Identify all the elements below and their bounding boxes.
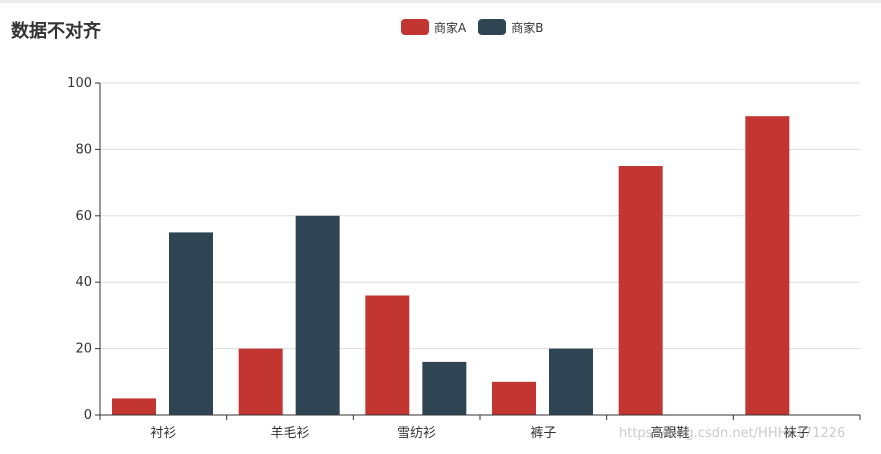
bar-series-b	[422, 361, 467, 415]
bar-series-a	[745, 116, 790, 415]
legend-swatch-series-a	[401, 19, 429, 35]
x-tick-label: 高跟鞋	[650, 425, 689, 441]
y-tick-label: 80	[75, 142, 92, 157]
x-tick-label: 羊毛衫	[270, 425, 309, 441]
y-tick-label: 60	[75, 209, 92, 224]
bar-series-b	[295, 215, 340, 415]
chart-title: 数据不对齐	[11, 21, 101, 42]
x-tick-label: 袜子	[784, 426, 810, 441]
legend: 商家A 商家B	[401, 17, 555, 37]
x-tick-label: 衬衫	[150, 426, 176, 441]
bar-series-b	[169, 232, 213, 415]
legend-label-series-a: 商家A	[434, 20, 467, 35]
y-tick-label: 100	[67, 76, 92, 91]
y-tick-label: 40	[75, 275, 92, 290]
bar-series-a	[238, 348, 283, 415]
y-tick-label: 20	[75, 342, 92, 357]
top-border	[0, 0, 881, 3]
legend-label-series-b: 商家B	[511, 20, 544, 35]
bar-series-a	[365, 295, 410, 415]
y-tick-label: 0	[84, 408, 92, 423]
x-tick-label: 雪纺衫	[397, 426, 436, 441]
bar-series-b	[549, 348, 593, 415]
legend-item-series-a[interactable]: 商家A	[401, 19, 466, 36]
bar-series-a	[492, 381, 536, 415]
legend-item-series-b[interactable]: 商家B	[478, 19, 543, 36]
x-tick-label: 裤子	[530, 426, 556, 441]
bar-series-a	[112, 398, 156, 415]
bar-series-a	[618, 166, 663, 415]
legend-swatch-series-b	[478, 19, 507, 35]
